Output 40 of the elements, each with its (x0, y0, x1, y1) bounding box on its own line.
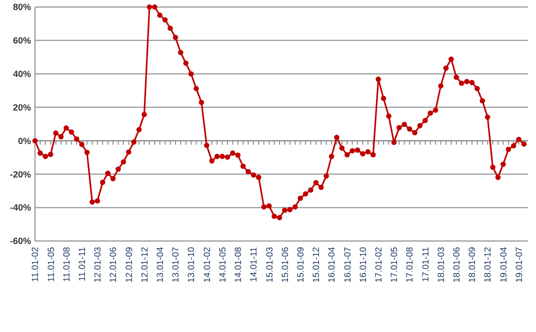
x-tick-label: 16.01-10 (358, 247, 368, 283)
x-tick-label: 16.01-04 (326, 247, 337, 283)
x-tick-label: 14.01-02 (202, 247, 212, 283)
x-tick-label: 18.01-09 (467, 247, 478, 283)
y-tick-label: -20% (10, 169, 31, 180)
y-tick-label: 0% (18, 136, 31, 146)
x-tick-label: 18.01-12 (482, 247, 493, 283)
y-tick-label: 20% (12, 102, 31, 112)
x-tick-label: 17.01-08 (404, 247, 415, 283)
x-tick-label: 11.01-11 (76, 247, 87, 282)
x-tick-label: 12.01-06 (108, 247, 118, 283)
x-tick-label: 14.01-11 (248, 247, 259, 282)
y-tick-label: 40% (12, 69, 31, 80)
x-tick-label: 14.01-05 (217, 247, 228, 283)
y-tick-label: 60% (12, 36, 31, 46)
x-tick-label: 11.01-05 (46, 247, 56, 282)
x-tick-label: 13.01-04 (155, 247, 165, 283)
x-tick-label: 15.01-03 (264, 247, 274, 283)
x-tick-label: 12.01-12 (139, 247, 150, 283)
x-tick-label: 18.01-03 (436, 247, 446, 283)
x-tick-label: 19.01-07 (514, 247, 524, 283)
x-tick-label: 17.01-11 (420, 247, 430, 282)
x-tick-label: 15.01-06 (280, 247, 290, 283)
y-tick-label: 80% (12, 2, 31, 12)
x-tick-label: 13.01-07 (170, 247, 181, 283)
x-tick-label: 11.01-02 (30, 247, 40, 282)
x-tick-label: 16.01-07 (342, 247, 352, 283)
x-tick-label: 14.01-08 (233, 247, 244, 283)
x-tick-label: 11.01-08 (61, 247, 72, 282)
x-tick-label: 12.01-09 (124, 247, 134, 283)
x-tick-label: 15.01-12 (311, 247, 322, 283)
x-tick-label: 17.01-02 (373, 247, 384, 283)
y-tick-label: -40% (10, 202, 31, 213)
y-tick-label: -60% (10, 236, 31, 246)
x-tick-label: 17.01-05 (389, 247, 400, 283)
x-tick-label: 13.01-10 (186, 247, 196, 283)
x-tick-label: 19.01-04 (498, 247, 508, 283)
x-tick-label: 18.01-06 (452, 247, 462, 283)
x-tick-label: 12.01-03 (92, 247, 103, 283)
x-tick-label: 15.01-09 (295, 247, 306, 283)
